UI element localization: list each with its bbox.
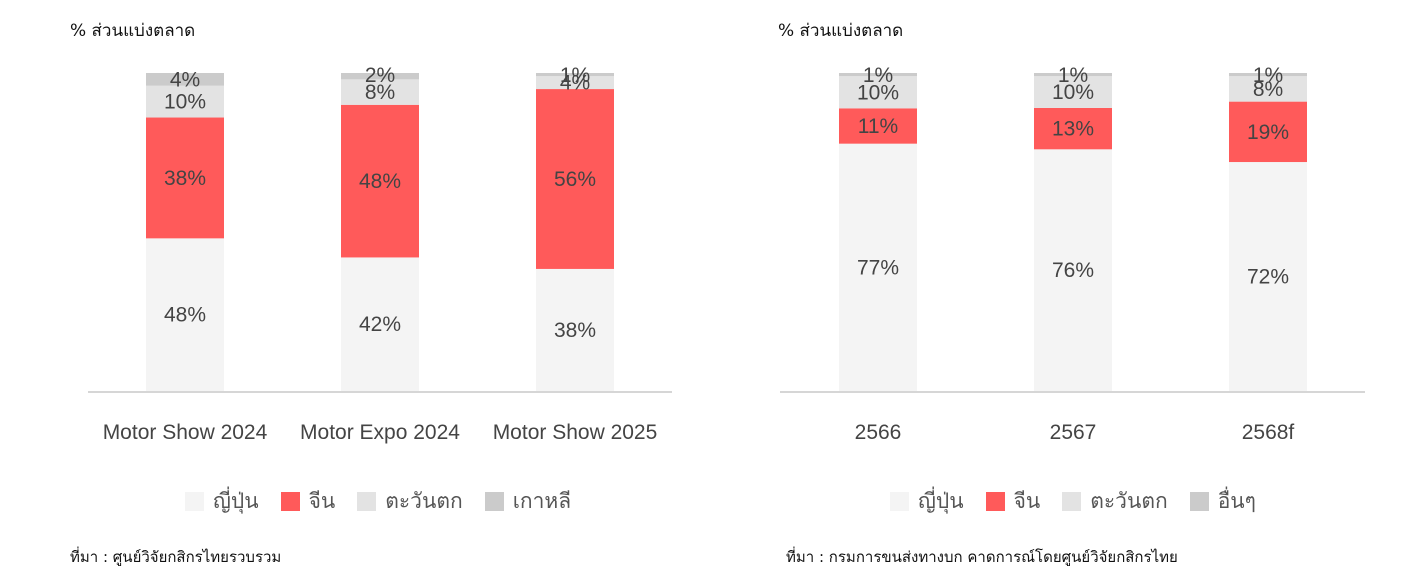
legend-label: ญี่ปุ่น (918, 489, 964, 513)
category-label-3: 2568f (1242, 421, 1295, 444)
bar-segment-2-2 (341, 104, 419, 258)
data-label-3-3: 4% (560, 72, 590, 95)
legend-item-4: เกาหลี (484, 485, 572, 518)
bar-segment-3-3 (1229, 76, 1307, 102)
legend-item-2: จีน (985, 485, 1041, 518)
data-label-3-1: 10% (857, 81, 899, 104)
bar-segment-2-3 (536, 89, 614, 269)
bar-segment-2-2 (1034, 107, 1112, 150)
data-label-1-3: 38% (554, 319, 596, 342)
legend-item-3: ตะวันตก (357, 485, 463, 518)
bar-segment-2-1 (839, 108, 917, 144)
data-label-2-1: 38% (164, 167, 206, 190)
source-note: ที่มา : กรมการขนส่งทางบก คาดการณ์โดยศูนย… (786, 548, 1178, 566)
data-label-1-1: 48% (164, 304, 206, 327)
legend-label: จีน (1013, 489, 1041, 513)
legend-swatch (280, 492, 300, 511)
bar-segment-1-1 (146, 238, 224, 391)
legend-right: ญี่ปุ่น จีน ตะวันตก อื่นๆ (890, 485, 1278, 518)
legend-left: ญี่ปุ่น จีน ตะวันตก เกาหลี (185, 485, 593, 518)
legend-item-2: จีน (280, 485, 336, 518)
data-label-3-2: 10% (1052, 81, 1094, 104)
legend-label: จีน (308, 489, 336, 513)
legend-label: ตะวันตก (1090, 489, 1168, 513)
bar-segment-4-1 (839, 73, 917, 77)
legend-label: ตะวันตก (385, 489, 463, 513)
data-label-3-3: 8% (1253, 78, 1283, 101)
stacked-bar-chart-right: 77%11%10%1%256676%13%10%1%256772%19%8%1%… (780, 64, 1365, 444)
bar-segment-1-3 (1229, 162, 1307, 391)
data-label-1-1: 77% (857, 256, 899, 279)
data-label-4-3: 1% (560, 64, 590, 87)
data-label-3-1: 10% (164, 91, 206, 114)
category-label-3: Motor Show 2025 (493, 421, 658, 444)
legend-swatch (1062, 492, 1082, 511)
chart-panel-right: % ส่วนแบ่งตลาด 77% 11% 10% 1% 2566 76% 13% 10% 1… (710, 0, 1421, 577)
y-axis-title: % ส่วนแบ่งตลาด (778, 21, 904, 41)
legend-item-1: ญี่ปุ่น (185, 485, 259, 518)
bar-segment-3-1 (839, 76, 917, 109)
legend-swatch (985, 492, 1005, 511)
legend-label: อื่นๆ (1217, 489, 1256, 513)
bar-segment-1-2 (1034, 149, 1112, 391)
legend-swatch (484, 492, 504, 511)
data-label-4-1: 1% (863, 64, 893, 87)
data-label-2-2: 48% (359, 170, 401, 193)
data-label-4-3: 1% (1253, 64, 1283, 87)
data-label-4-1: 4% (170, 68, 200, 91)
category-label-1: 2566 (855, 421, 902, 444)
bar-segment-3-2 (341, 79, 419, 105)
bar-segment-4-1 (146, 73, 224, 86)
legend-item-4: อื่นๆ (1189, 485, 1256, 518)
legend-swatch (890, 492, 909, 511)
bar-segment-1-1 (839, 143, 917, 391)
legend-swatch (185, 492, 204, 511)
data-label-2-2: 13% (1052, 118, 1094, 141)
chart-panel-left: % ส่วนแบ่งตลาด 48% 38% 10% 4% Motor Show 202… (0, 0, 710, 577)
bar-segment-3-3 (536, 76, 614, 90)
legend-item-1: ญี่ปุ่น (890, 485, 964, 518)
category-label-1: Motor Show 2024 (103, 421, 268, 444)
bar-segment-4-2 (341, 73, 419, 80)
legend-item-3: ตะวันตก (1062, 485, 1168, 518)
data-label-4-2: 2% (365, 64, 395, 87)
bar-segment-2-1 (146, 117, 224, 239)
data-label-1-2: 42% (359, 313, 401, 336)
source-note: ที่มา : ศูนย์วิจัยกสิกรไทยรวบรวม (70, 548, 282, 566)
category-label-2: Motor Expo 2024 (300, 421, 460, 444)
data-label-2-3: 19% (1247, 121, 1289, 144)
bar-segment-1-2 (341, 257, 419, 391)
data-label-1-2: 76% (1052, 259, 1094, 282)
bar-segment-3-2 (1034, 76, 1112, 108)
bar-segment-2-3 (1229, 101, 1307, 163)
bar-segment-4-3 (1229, 73, 1307, 77)
data-label-3-2: 8% (365, 81, 395, 104)
data-label-1-3: 72% (1247, 266, 1289, 289)
legend-label: ญี่ปุ่น (213, 489, 259, 513)
stacked-bar-chart-left: 48%38%10%4%Motor Show 202442%48%8%2%Moto… (88, 64, 672, 444)
y-axis-title: % ส่วนแบ่งตลาด (70, 21, 196, 41)
bar-segment-1-3 (536, 268, 614, 391)
bar-segment-4-2 (1034, 73, 1112, 77)
data-label-2-1: 11% (858, 115, 898, 138)
data-label-4-2: 1% (1058, 64, 1088, 87)
legend-swatch (1189, 492, 1209, 511)
data-label-2-3: 56% (554, 168, 596, 191)
category-label-2: 2567 (1050, 421, 1097, 444)
legend-label: เกาหลี (512, 489, 572, 513)
bar-segment-3-1 (146, 85, 224, 118)
bar-segment-4-3 (536, 73, 614, 77)
legend-swatch (357, 492, 377, 511)
